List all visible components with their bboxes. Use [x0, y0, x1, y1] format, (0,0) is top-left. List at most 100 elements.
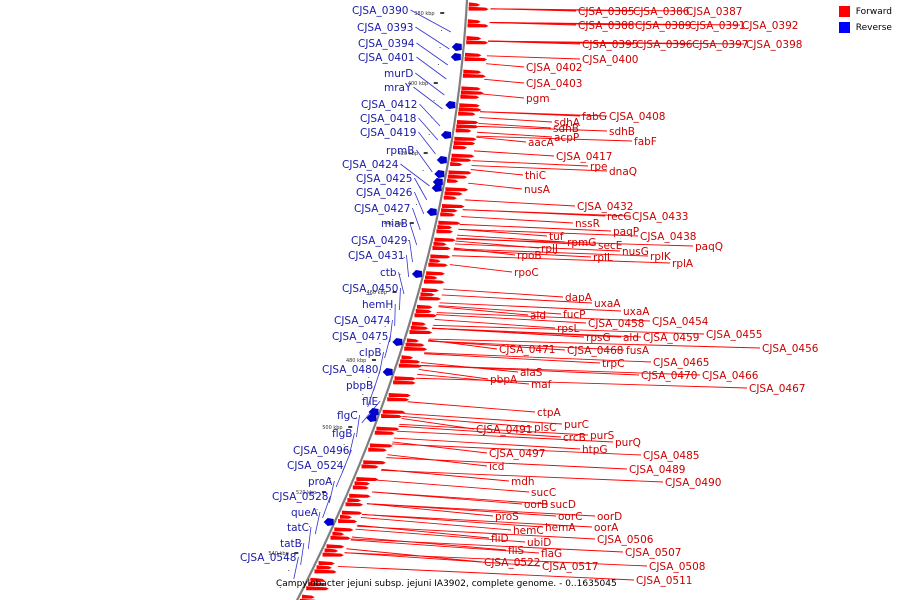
- forward-gene-label: CJSA_0400: [582, 54, 638, 66]
- tick-label: 460 kbp: [367, 290, 387, 296]
- leader-lines: [293, 8, 761, 581]
- forward-gene-label: CJSA_0438: [640, 231, 696, 243]
- minor-tick: [439, 47, 441, 48]
- reverse-gene-label: CJSA_0450: [342, 283, 398, 295]
- forward-feature: [310, 577, 325, 582]
- reverse-gene-label: rpmB: [386, 145, 414, 157]
- reverse-leader-line: [419, 103, 441, 127]
- tick-label: 400 kbp: [408, 81, 428, 87]
- forward-leader-line: [418, 368, 489, 380]
- reverse-feature: [445, 101, 456, 109]
- reverse-feature: [451, 43, 462, 51]
- forward-leader-line: [428, 340, 566, 351]
- reverse-leader-line: [367, 384, 376, 408]
- forward-feature: [456, 124, 479, 129]
- forward-gene-label: CJSA_0470: [641, 370, 697, 382]
- reverse-leader-line: [414, 191, 425, 215]
- reverse-gene-label: clpB: [359, 347, 382, 359]
- forward-leader-line: [403, 413, 563, 425]
- minor-tick: [437, 64, 439, 65]
- forward-gene-label: recG: [607, 211, 631, 223]
- forward-gene-label: oorC: [558, 511, 583, 523]
- legend-forward-swatch: [838, 6, 850, 17]
- reverse-feature: [392, 338, 403, 346]
- forward-gene-label: hemC: [513, 525, 544, 537]
- forward-feature: [467, 19, 481, 24]
- reverse-feature: [431, 184, 442, 192]
- forward-gene-label: ald: [623, 332, 639, 344]
- forward-feature: [447, 178, 459, 183]
- reverse-leader-line: [415, 26, 450, 50]
- forward-gene-label: CJSA_0396: [636, 39, 693, 51]
- forward-gene-label: htpG: [582, 444, 608, 456]
- forward-gene-label: CJSA_0385: [578, 6, 634, 18]
- forward-gene-label: CJSA_0456: [762, 343, 819, 355]
- minor-tick: [403, 257, 405, 258]
- forward-leader-line: [452, 255, 671, 264]
- forward-leader-line: [366, 503, 596, 517]
- forward-gene-label: dnaQ: [609, 166, 637, 178]
- forward-leader-line: [344, 552, 648, 567]
- minor-tick: [336, 461, 338, 462]
- forward-leader-line: [485, 63, 525, 68]
- forward-feature: [314, 569, 337, 574]
- forward-leader-line: [350, 538, 624, 553]
- legend-forward-label: Forward: [855, 6, 892, 17]
- forward-gene-label: ubiD: [527, 537, 551, 549]
- forward-feature: [453, 141, 476, 145]
- reverse-gene-label: tatB: [280, 538, 302, 550]
- reverse-feature: [411, 270, 422, 278]
- forward-gene-label: CJSA_0402: [526, 62, 582, 74]
- forward-gene-label: CJSA_0398: [746, 39, 802, 51]
- forward-leader-line: [366, 503, 494, 517]
- forward-leader-line: [454, 243, 621, 252]
- reverse-leader-line: [356, 414, 361, 438]
- forward-gene-label: rplK: [650, 251, 672, 263]
- forward-gene-label: purS: [590, 430, 615, 442]
- legend: Forward Reverse: [838, 6, 892, 38]
- reverse-gene-label: CJSA_0548: [240, 552, 296, 564]
- forward-feature: [354, 481, 371, 486]
- forward-gene-label: maf: [531, 379, 552, 391]
- reverse-gene-label: pbpB: [346, 380, 373, 392]
- reverse-gene-label: flgB: [332, 428, 352, 440]
- forward-feature: [433, 241, 447, 246]
- forward-gene-label: purQ: [615, 437, 641, 449]
- forward-feature: [460, 94, 480, 99]
- forward-feature: [376, 426, 400, 431]
- minor-tick: [368, 377, 370, 378]
- minor-tick: [343, 444, 345, 445]
- reverse-gene-label: CJSA_0418: [360, 113, 416, 125]
- forward-feature: [401, 355, 414, 360]
- reverse-gene-label: queA: [291, 507, 319, 519]
- reverse-gene-label: CJSA_0393: [357, 22, 413, 34]
- forward-feature: [381, 414, 403, 418]
- reverse-gene-label: fliE: [362, 396, 378, 408]
- forward-leader-line: [417, 373, 530, 385]
- forward-leader-line: [457, 234, 566, 243]
- forward-feature: [450, 162, 463, 166]
- forward-gene-label: fusA: [626, 345, 650, 357]
- reverse-leader-line: [322, 495, 331, 519]
- forward-gene-label: uxaA: [623, 306, 650, 318]
- forward-feature: [463, 69, 482, 74]
- reverse-feature: [368, 408, 379, 416]
- forward-leader-line: [484, 78, 525, 84]
- forward-leader-line: [456, 238, 694, 247]
- reverse-gene-label: CJSA_0426: [356, 187, 413, 199]
- reverse-leader-line: [416, 149, 433, 173]
- forward-feature: [409, 330, 433, 334]
- reverse-leader-line: [293, 556, 299, 580]
- forward-gene-label: sdhB: [609, 126, 635, 138]
- forward-gene-label: CJSA_0467: [749, 383, 805, 395]
- reverse-leader-line: [415, 72, 445, 96]
- forward-leader-line: [480, 111, 608, 117]
- forward-feature: [318, 561, 335, 565]
- forward-feature: [464, 57, 488, 61]
- forward-leader-line: [461, 216, 574, 224]
- forward-gene-label: ald: [530, 310, 546, 322]
- forward-gene-label: pbpA: [490, 374, 518, 386]
- forward-feature: [398, 363, 422, 368]
- forward-feature: [345, 502, 364, 507]
- forward-leader-line: [459, 223, 612, 232]
